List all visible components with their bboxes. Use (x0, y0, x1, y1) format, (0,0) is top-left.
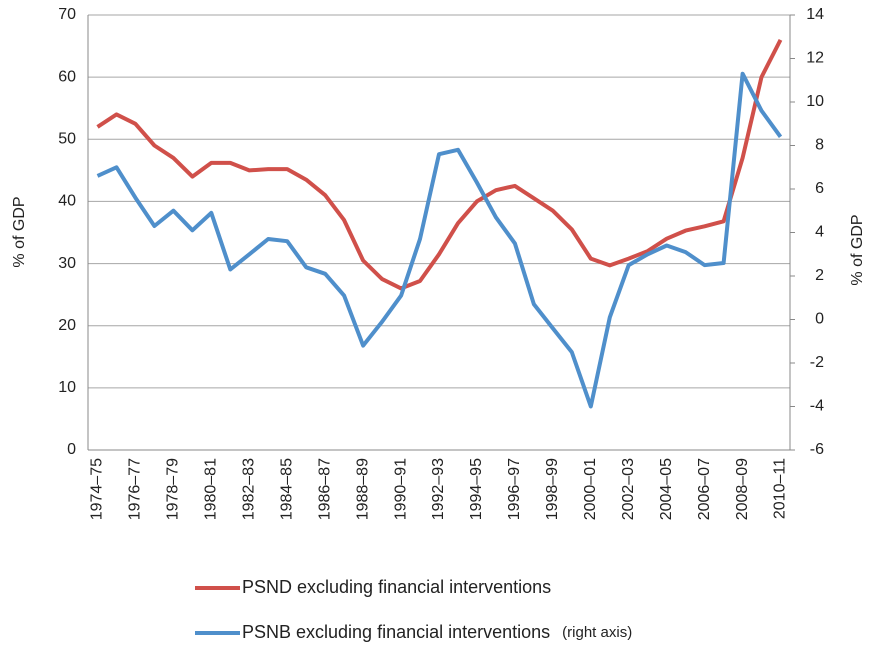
x-tick-label: 1984–85 (278, 458, 295, 520)
y2-tick-label: 6 (815, 180, 824, 197)
y-tick-label: 30 (58, 255, 76, 272)
x-tick-label: 1980–81 (203, 458, 220, 520)
y-tick-label: 70 (58, 6, 76, 23)
x-tick-label: 2006–07 (696, 458, 713, 520)
x-tick-label: 2008–09 (734, 458, 751, 520)
series-line (96, 38, 783, 291)
series-line (96, 71, 783, 409)
x-tick-label: 2000–01 (582, 458, 599, 520)
y2-axis-label: % of GDP (849, 214, 866, 285)
y2-tick-label: -6 (810, 441, 824, 458)
x-tick-label: 1994–95 (468, 458, 485, 520)
x-tick-label: 1988–89 (354, 458, 371, 520)
y-tick-label: 20 (58, 317, 76, 334)
x-tick-label: 1992–93 (430, 458, 447, 520)
x-tick-label: 2002–03 (620, 458, 637, 520)
y2-tick-label: 14 (806, 6, 824, 23)
x-tick-label: 2004–05 (658, 458, 675, 520)
legend-label: PSNB excluding financial interventions (242, 622, 550, 642)
x-tick-label: 1982–83 (240, 458, 257, 520)
legend-note: (right axis) (562, 624, 632, 641)
x-tick-label: 2010–11 (772, 458, 789, 519)
y2-tick-label: -2 (810, 354, 824, 371)
x-tick-label: 1978–79 (165, 458, 182, 520)
x-tick-label: 1996–97 (506, 458, 523, 520)
y2-tick-label: -4 (810, 398, 824, 415)
x-tick-label: 1998–99 (544, 458, 561, 520)
y-tick-label: 40 (58, 193, 76, 210)
y2-tick-label: 10 (806, 93, 824, 110)
y2-tick-label: 2 (815, 267, 824, 284)
y-tick-label: 60 (58, 68, 76, 85)
y2-tick-label: 8 (815, 137, 824, 154)
y2-tick-label: 4 (815, 224, 824, 241)
x-tick-label: 1986–87 (316, 458, 333, 520)
x-tick-label: 1974–75 (89, 458, 106, 520)
y-tick-label: 50 (58, 131, 76, 148)
y-tick-label: 10 (58, 379, 76, 396)
x-tick-label: 1976–77 (127, 458, 144, 520)
legend-label: PSND excluding financial interventions (242, 577, 551, 597)
x-tick-label: 1990–91 (392, 458, 409, 520)
y2-tick-label: 0 (815, 311, 824, 328)
y-axis-label: % of GDP (11, 196, 28, 267)
y-tick-label: 0 (67, 441, 76, 458)
y2-tick-label: 12 (806, 50, 824, 67)
